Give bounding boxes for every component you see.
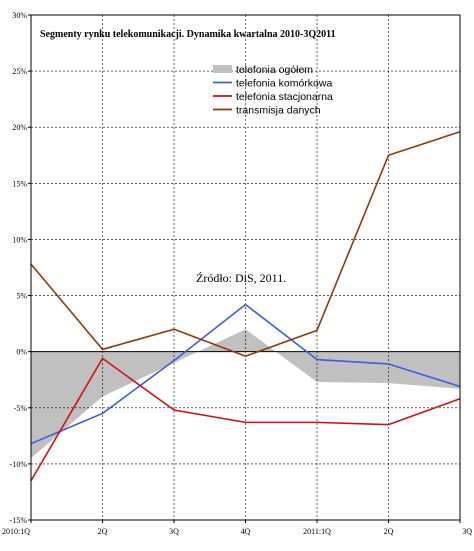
legend-label: transmisja danych — [236, 105, 321, 117]
x-tick-label: 3Q — [169, 527, 179, 536]
axes-layer — [28, 14, 461, 523]
x-tick-label: 2Q — [98, 527, 108, 536]
y-tick-label: -5% — [14, 404, 28, 413]
series-line-telefonia-kom-rkowa — [30, 303, 461, 445]
x-tick-label: 4Q — [241, 527, 251, 536]
legend-label: telefonia stacjonarna — [236, 91, 333, 103]
text-layer: -15% -10% -5% 0% 5% 10% 15% 20% 25% 30% 2010:1Q 2Q 3… — [2, 11, 472, 536]
legend-label: telefonia komórkowa — [236, 78, 332, 90]
y-tick-label: 0% — [16, 348, 27, 357]
y-tick-label: 10% — [12, 235, 27, 244]
y-tick-label: 25% — [12, 67, 27, 76]
y-tick-label: -15% — [10, 516, 28, 525]
y-tick-label: 30% — [12, 11, 27, 20]
y-tick-label: 5% — [16, 292, 27, 301]
y-tick-label: -10% — [10, 460, 28, 469]
x-tick-label: 3Q — [462, 527, 472, 536]
y-tick-label: 20% — [12, 123, 27, 132]
x-tick-label: 2011:1Q — [303, 527, 331, 536]
y-tick-label: 15% — [12, 179, 27, 188]
series-lines-layer — [30, 130, 461, 482]
chart-title: Segmenty rynku telekomunikacji. Dynamika… — [40, 29, 336, 40]
legend-swatch-area — [213, 65, 232, 73]
x-tick-label: 2Q — [384, 527, 394, 536]
x-tick-label: 2010:1Q — [2, 527, 30, 536]
series-line-telefonia-stacjonarna — [30, 357, 461, 482]
series-line-transmisja-danych — [30, 130, 461, 357]
source-annotation: Źródło: DiS, 2011. — [196, 271, 286, 285]
legend-label: telefonia ogółem — [236, 64, 313, 76]
